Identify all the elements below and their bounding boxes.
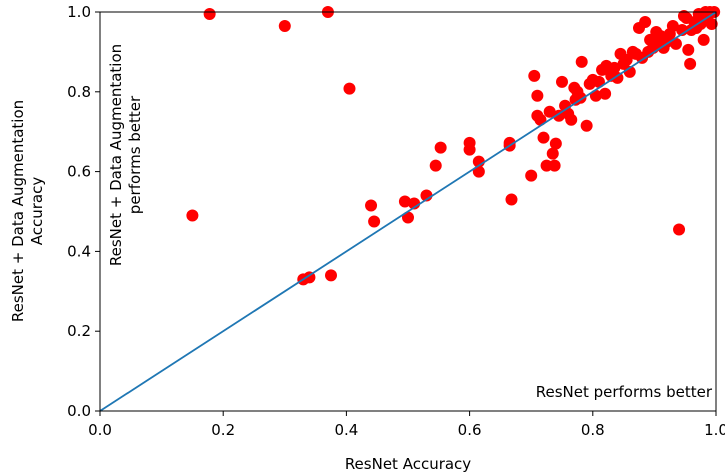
data-point — [546, 147, 559, 160]
data-point — [565, 113, 578, 126]
data-point — [599, 87, 612, 100]
data-point — [531, 89, 544, 102]
x-axis-ticks: 0.0 0.2 0.4 0.6 0.8 1.0 — [88, 411, 725, 439]
data-point — [682, 43, 695, 56]
data-point — [548, 159, 561, 172]
plot-frame — [99, 11, 717, 412]
annotation-lower-right: ResNet performs better — [536, 383, 713, 401]
data-point — [505, 193, 518, 206]
data-point — [398, 195, 411, 208]
x-tick-label: 0.8 — [581, 421, 605, 439]
y-tick-label: 0.0 — [67, 402, 91, 420]
y-axis-label-line-2: Accuracy — [28, 177, 46, 246]
y-tick-label: 1.0 — [67, 3, 91, 21]
data-point — [684, 57, 697, 70]
data-point — [343, 82, 356, 95]
data-point — [537, 131, 550, 144]
y-tick-label: 0.8 — [67, 83, 91, 101]
y-axis-label-line-1: ResNet + Data Augmentation — [9, 100, 27, 322]
annotation-upper-left-line-2: performs better — [126, 95, 144, 214]
data-point — [525, 169, 538, 182]
data-point — [434, 141, 447, 154]
x-tick-label: 0.4 — [334, 421, 358, 439]
data-point — [673, 223, 686, 236]
y-axis-label: ResNet + Data Augmentation Accuracy — [9, 100, 46, 322]
points-layer — [186, 6, 721, 286]
data-point — [186, 209, 199, 222]
data-point — [278, 19, 291, 32]
data-point — [580, 119, 593, 132]
y-axis-ticks: 0.0 0.2 0.4 0.6 0.8 1.0 — [67, 3, 100, 420]
y-tick-label: 0.6 — [67, 163, 91, 181]
x-tick-label: 1.0 — [704, 421, 725, 439]
y-tick-label: 0.4 — [67, 242, 91, 260]
data-point — [705, 17, 718, 30]
data-point — [463, 143, 476, 156]
data-point — [608, 61, 621, 74]
data-point — [575, 55, 588, 68]
x-axis-label: ResNet Accuracy — [345, 455, 471, 473]
data-point — [543, 105, 556, 118]
data-point — [429, 159, 442, 172]
data-point — [549, 137, 562, 150]
data-point — [503, 136, 516, 149]
x-tick-label: 0.2 — [211, 421, 235, 439]
data-point — [325, 269, 337, 282]
x-tick-label: 0.0 — [88, 421, 112, 439]
annotation-upper-left-line-1: ResNet + Data Augmentation — [107, 44, 125, 266]
data-point — [365, 199, 378, 212]
data-point — [639, 15, 652, 28]
diagonal-line — [99, 11, 717, 412]
data-point — [697, 33, 710, 46]
data-point — [203, 7, 216, 20]
data-point — [368, 215, 381, 228]
x-tick-label: 0.6 — [458, 421, 482, 439]
data-point — [556, 75, 568, 88]
data-point — [528, 69, 541, 82]
annotation-upper-left: ResNet + Data Augmentation performs bett… — [107, 44, 144, 266]
data-point — [666, 19, 679, 32]
y-tick-label: 0.2 — [67, 322, 91, 340]
